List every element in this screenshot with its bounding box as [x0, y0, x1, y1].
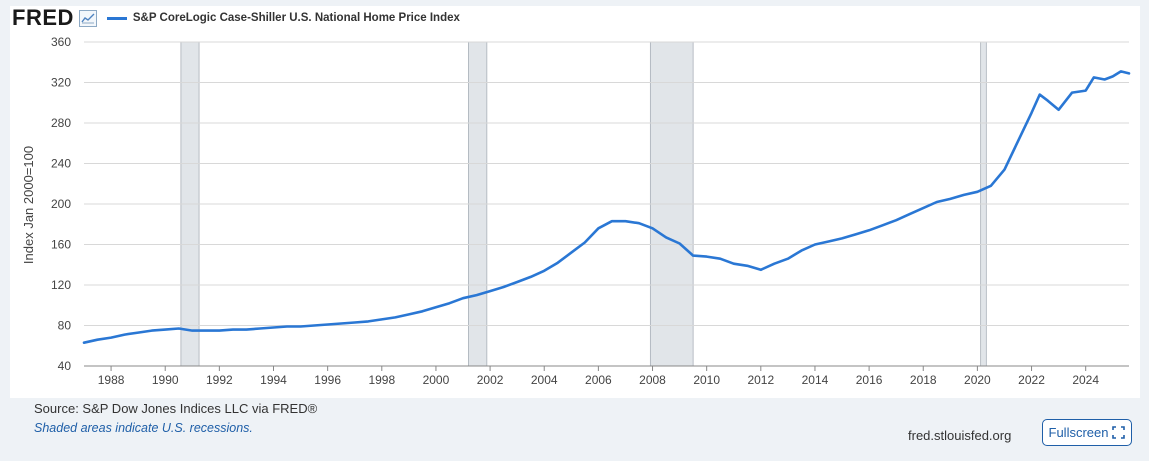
y-tick-label: 80 — [58, 319, 72, 333]
y-tick-label: 40 — [58, 359, 72, 373]
fullscreen-button[interactable]: Fullscreen — [1042, 419, 1132, 446]
legend-series-label: S&P CoreLogic Case-Shiller U.S. National… — [132, 12, 460, 24]
series-line — [82, 70, 1131, 344]
x-tick-label: 2010 — [693, 373, 720, 387]
x-tick-label: 2002 — [477, 373, 504, 387]
x-tick-label: 2008 — [639, 373, 666, 387]
fullscreen-label: Fullscreen — [1048, 425, 1109, 440]
y-tick-label: 360 — [51, 35, 71, 49]
expand-icon — [1112, 426, 1126, 439]
x-tick-label: 1990 — [152, 373, 179, 387]
grid-layer — [84, 41, 1129, 326]
y-tick-label: 160 — [51, 238, 71, 252]
y-axis-label: Index Jan 2000=100 — [21, 146, 36, 264]
axis-layer: 40 80 120 160 200 240 280 320 360 1988 1990 1992 199… — [51, 35, 1129, 387]
recession-note: Shaded areas indicate U.S. recessions. — [34, 421, 253, 435]
series-layer — [82, 70, 1131, 344]
y-tick-label: 320 — [51, 76, 71, 90]
y-tick-label: 240 — [51, 157, 71, 171]
fred-logo: FRED — [12, 5, 74, 30]
x-tick-label: 1998 — [368, 373, 395, 387]
x-tick-label: 2024 — [1072, 373, 1099, 387]
x-tick-label: 2018 — [910, 373, 937, 387]
x-tick-label: 1996 — [314, 373, 341, 387]
source-text: Source: S&P Dow Jones Indices LLC via FR… — [34, 401, 318, 416]
site-url[interactable]: fred.stlouisfed.org — [908, 428, 1012, 443]
x-tick-label: 2004 — [531, 373, 558, 387]
x-tick-label: 2000 — [423, 373, 450, 387]
y-tick-label: 200 — [51, 197, 71, 211]
legend: S&P CoreLogic Case-Shiller U.S. National… — [106, 12, 460, 24]
y-tick-label: 120 — [51, 278, 71, 292]
x-tick-label: 2020 — [964, 373, 991, 387]
x-tick-label: 1994 — [260, 373, 287, 387]
legend-line-swatch — [106, 16, 127, 20]
x-tick-label: 2006 — [585, 373, 612, 387]
x-tick-label: 2012 — [747, 373, 774, 387]
y-tick-label: 280 — [51, 116, 71, 130]
x-tick-label: 1988 — [98, 373, 125, 387]
x-tick-label: 1992 — [206, 373, 233, 387]
x-tick-label: 2022 — [1018, 373, 1045, 387]
chart-header: FRED S&P CoreLogic Case-Shiller U.S. Nat… — [12, 5, 460, 30]
x-tick-label: 2014 — [802, 373, 829, 387]
line-chart-icon — [78, 9, 97, 27]
x-tick-label: 2016 — [856, 373, 883, 387]
